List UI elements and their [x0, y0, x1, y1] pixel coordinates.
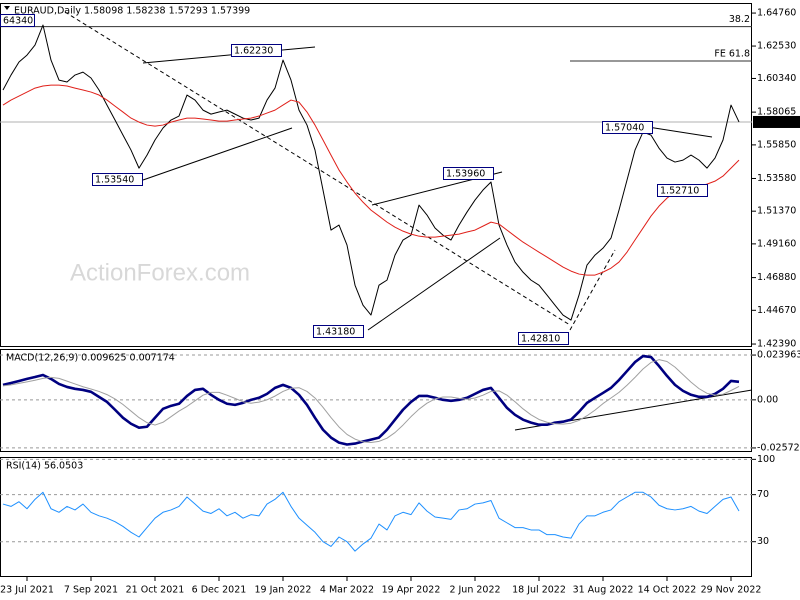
y-tick-label: 0.023963: [757, 350, 800, 361]
annotation-box: [313, 325, 364, 338]
y-tick-label: 100: [757, 454, 775, 465]
trendline: [142, 127, 293, 181]
y-tick-label: 1.58065: [757, 107, 796, 118]
trendline: [142, 46, 316, 64]
watermark: ActionForex.com: [70, 259, 250, 286]
panel-frame: [0, 349, 752, 452]
series-line: [2, 359, 740, 443]
panel-frame: [0, 457, 752, 577]
y-tick-label: 1.64760: [757, 8, 796, 19]
y-tick-label: 1.49160: [757, 238, 796, 249]
annotation: 1.42810: [521, 334, 560, 345]
y-tick-label: 1.60340: [757, 73, 796, 84]
y-tick-label: 30: [757, 536, 769, 547]
series-line: [2, 354, 740, 446]
x-tick-label: 21 Oct 2021: [126, 585, 185, 596]
annotation: 1.53960: [446, 169, 485, 180]
x-tick-label: 4 Mar 2022: [320, 585, 374, 596]
series-line: [2, 84, 740, 276]
x-tick-label: 23 Jul 2021: [0, 585, 54, 596]
underlay: ActionForex.com: [0, 3, 752, 577]
annotation-box: [602, 121, 653, 134]
y-tick-label: 1.55850: [757, 139, 796, 150]
y-tick-label: 1.53580: [757, 173, 796, 184]
annotation-box: [92, 173, 143, 186]
annotation-box: [518, 332, 569, 345]
annotation: 1.62230: [234, 46, 273, 57]
trendline: [64, 11, 571, 326]
annotation: 64340: [3, 16, 33, 27]
annotation: 1.57040: [605, 123, 644, 134]
annotation: 1.43180: [316, 327, 355, 338]
level-label: FE 61.8: [714, 48, 750, 59]
series-line: [2, 491, 740, 552]
x-tick-label: 19 Jan 2022: [255, 585, 312, 596]
level-label: 38.2: [729, 14, 750, 25]
panel-title: RSI(14) 56.0503: [6, 461, 83, 472]
y-tick-label: -0.025726: [757, 442, 800, 453]
y-tick-label: 1.46880: [757, 272, 796, 283]
series-line: [2, 24, 740, 321]
x-tick-label: 29 Nov 2022: [701, 585, 762, 596]
trendline: [367, 237, 501, 331]
x-tick-label: 31 Aug 2022: [573, 585, 634, 596]
annotation: 1.53540: [95, 175, 134, 186]
panel-title: EURAUD,Daily 1.58098 1.58238 1.57293 1.5…: [14, 6, 250, 17]
x-tick-label: 7 Sep 2021: [64, 585, 118, 596]
x-tick-label: 14 Oct 2022: [638, 585, 697, 596]
annotation-box: [657, 184, 708, 197]
annotation-box: [443, 167, 494, 180]
annotation-box: [231, 44, 282, 57]
y-tick-label: 1.62530: [757, 41, 796, 52]
y-tick-label: 1.44670: [757, 305, 796, 316]
panel-frame: [0, 3, 752, 347]
last-price-box: [753, 115, 800, 128]
x-tick-label: 2 Jun 2022: [449, 585, 500, 596]
y-tick-label: 1.51370: [757, 206, 796, 217]
x-tick-label: 18 Jul 2022: [512, 585, 566, 596]
y-tick-label: 70: [757, 489, 769, 500]
trendline: [569, 249, 616, 331]
menu-icon: [4, 6, 10, 10]
y-tick-label: 0.00: [757, 394, 778, 405]
annotation: 1.52710: [660, 186, 699, 197]
trendline: [647, 126, 713, 138]
x-tick-label: 19 Apr 2022: [382, 585, 441, 596]
annotation-box: [0, 14, 35, 27]
panel-title: MACD(12,26,9) 0.009625 0.007174: [6, 353, 175, 364]
x-tick-label: 6 Dec 2021: [192, 585, 247, 596]
y-tick-label: 1.42390: [757, 339, 796, 350]
last-price-label: 1.57399: [757, 116, 796, 127]
